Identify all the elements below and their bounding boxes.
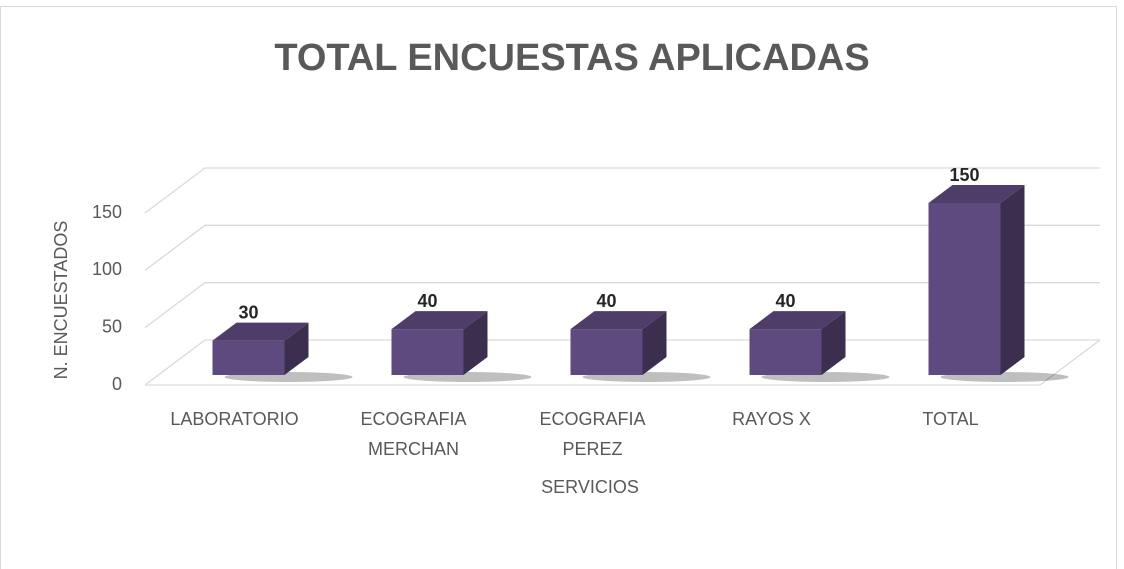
grid-line <box>144 167 1100 214</box>
y-tick-label: 150 <box>92 202 122 222</box>
bar-top <box>391 311 488 330</box>
bar <box>570 311 667 375</box>
x-tick-label: RAYOS X <box>732 409 811 429</box>
bar <box>212 322 309 375</box>
data-label: 40 <box>417 291 437 311</box>
data-label: 40 <box>596 291 616 311</box>
x-tick-label: ECOGRAFIA PEREZ <box>539 409 646 459</box>
grid-line <box>144 224 1100 271</box>
bar-top <box>212 322 309 341</box>
bar <box>928 185 1025 375</box>
bar-front <box>212 340 285 375</box>
x-tick-label: LABORATORIO <box>170 409 299 429</box>
bar-side <box>284 322 309 375</box>
x-axis-title: SERVICIOS <box>541 477 639 497</box>
y-axis-title: N. ENCUESTADOS <box>51 221 71 380</box>
chart-title: TOTAL ENCUESTAS APLICADAS <box>274 37 869 79</box>
bar-side <box>463 311 488 375</box>
x-tick-label: ECOGRAFIA MERCHAN <box>360 409 467 459</box>
y-tick-label: 100 <box>92 259 122 279</box>
x-tick-label: TOTAL <box>922 409 979 429</box>
y-tick-label: 50 <box>102 316 122 336</box>
bar-front <box>928 203 1001 375</box>
bar-top <box>570 311 667 330</box>
bar-front <box>749 329 822 375</box>
bar-front <box>570 329 643 375</box>
bar-side <box>1000 185 1025 375</box>
bar <box>391 311 488 375</box>
bar-side <box>642 311 667 375</box>
data-label: 150 <box>949 165 979 185</box>
bar-front <box>391 329 464 375</box>
data-label: 40 <box>775 291 795 311</box>
bar-side <box>821 311 846 375</box>
chart-border <box>0 6 1117 569</box>
bar-top <box>928 185 1025 203</box>
grid-line <box>144 282 1100 329</box>
y-tick-label: 0 <box>112 374 122 394</box>
floor-line <box>1039 339 1101 386</box>
data-label: 30 <box>238 302 258 322</box>
bar-top <box>749 311 846 330</box>
bar <box>749 311 846 375</box>
